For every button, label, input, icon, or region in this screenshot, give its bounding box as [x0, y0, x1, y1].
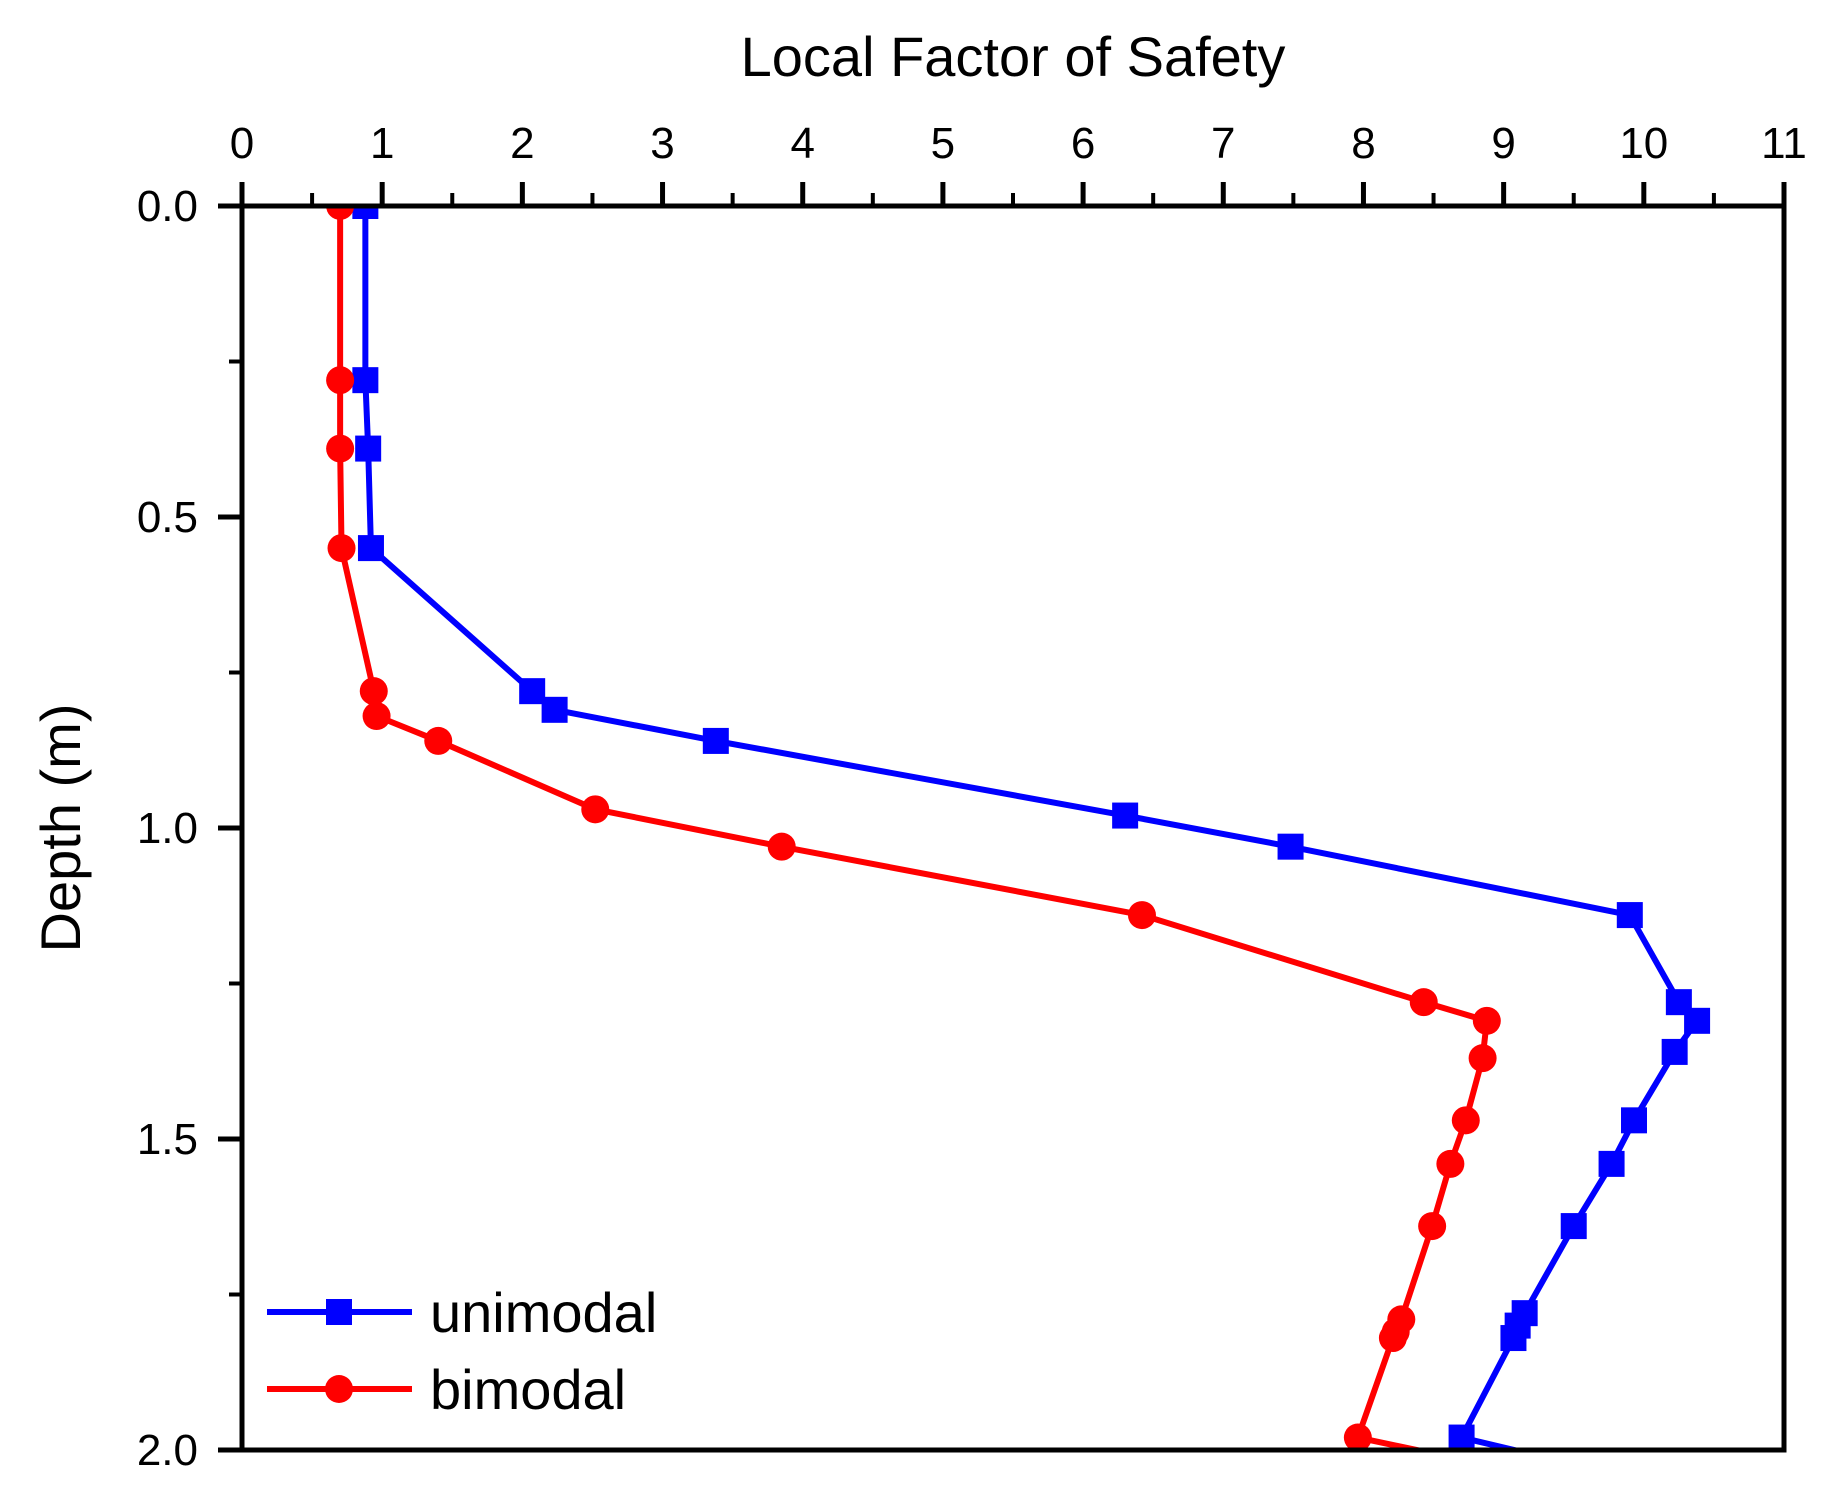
x-tick-label: 11 — [1761, 119, 1807, 168]
data-point-bimodal — [1436, 1149, 1465, 1178]
data-point-bimodal — [1418, 1212, 1447, 1241]
x-tick-label: 0 — [230, 119, 254, 168]
data-point-unimodal — [1661, 1038, 1688, 1065]
x-tick-label: 8 — [1351, 119, 1375, 168]
x-tick-label: 3 — [650, 119, 674, 168]
data-point-unimodal — [702, 727, 729, 754]
y-tick-label: 0.0 — [137, 182, 198, 231]
y-axis-title: Depth (m) — [29, 704, 92, 953]
data-point-bimodal — [326, 366, 355, 395]
series-line-bimodal — [337, 206, 1490, 1450]
data-point-unimodal — [1684, 1007, 1711, 1034]
legend-label-unimodal: unimodal — [430, 1281, 657, 1344]
data-point-bimodal — [424, 726, 453, 755]
y-tick-label: 1.5 — [137, 1115, 198, 1164]
data-point-bimodal — [327, 534, 356, 563]
y-tick-label: 1.0 — [137, 804, 198, 853]
data-point-unimodal — [1621, 1107, 1648, 1134]
x-tick-label: 10 — [1619, 119, 1668, 168]
data-point-unimodal — [1616, 902, 1643, 929]
data-point-unimodal — [1598, 1150, 1625, 1177]
x-axis-title: Local Factor of Safety — [741, 25, 1286, 88]
data-point-unimodal — [357, 535, 384, 562]
data-point-unimodal — [352, 206, 379, 219]
x-tick-label: 7 — [1211, 119, 1235, 168]
data-point-unimodal — [1112, 802, 1139, 829]
legend-marker-bimodal — [325, 1375, 353, 1403]
data-point-bimodal — [767, 832, 796, 861]
axis-ticks: 0 1 2 3 4 5 6 7 8 9 10 11 0.0 0.5 1.0 1.5 2.0 — [137, 119, 1807, 1475]
data-point-bimodal — [326, 434, 355, 463]
data-point-unimodal — [1560, 1213, 1587, 1240]
series-line-unimodal — [362, 206, 1701, 1450]
data-point-unimodal — [519, 678, 546, 705]
data-point-unimodal — [352, 367, 379, 394]
data-point-bimodal — [1127, 901, 1156, 930]
data-point-unimodal — [355, 435, 382, 462]
data-point-unimodal — [1553, 1449, 1580, 1450]
data-point-unimodal — [1277, 833, 1304, 860]
legend-marker-unimodal — [326, 1299, 352, 1325]
x-tick-label: 6 — [1071, 119, 1095, 168]
x-tick-label: 5 — [931, 119, 955, 168]
data-point-bimodal — [581, 795, 610, 824]
x-tick-label: 2 — [510, 119, 534, 168]
data-point-bimodal — [1468, 1044, 1497, 1073]
data-point-bimodal — [1469, 1448, 1483, 1450]
x-tick-label: 9 — [1491, 119, 1515, 168]
x-tick-label: 1 — [370, 119, 394, 168]
data-point-bimodal — [359, 677, 388, 706]
data-point-bimodal — [1378, 1324, 1407, 1353]
data-point-unimodal — [1500, 1325, 1527, 1352]
data-point-bimodal — [326, 206, 355, 220]
data-point-unimodal — [1448, 1424, 1475, 1450]
data-point-bimodal — [1343, 1423, 1372, 1450]
data-point-bimodal — [362, 702, 391, 731]
series-layer — [326, 206, 1711, 1450]
data-point-unimodal — [541, 696, 568, 723]
legend: unimodal bimodal — [267, 1281, 657, 1421]
y-tick-label: 0.5 — [137, 493, 198, 542]
legend-label-bimodal: bimodal — [430, 1358, 626, 1421]
data-point-bimodal — [1451, 1106, 1480, 1135]
y-tick-label: 2.0 — [137, 1426, 198, 1475]
x-tick-label: 4 — [790, 119, 814, 168]
data-point-bimodal — [1409, 988, 1438, 1017]
data-point-bimodal — [1472, 1006, 1501, 1035]
plot-frame — [239, 203, 1787, 1453]
